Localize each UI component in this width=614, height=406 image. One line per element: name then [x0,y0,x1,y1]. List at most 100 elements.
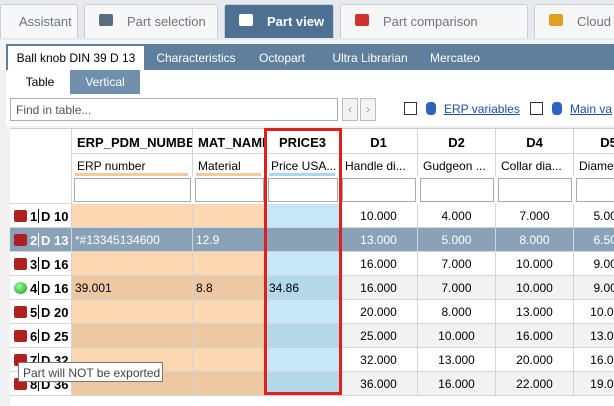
table-cell[interactable]: 10.000 [496,252,574,276]
table-cell[interactable]: 25.000 [340,324,418,348]
table-cell[interactable]: 16.000 [340,252,418,276]
table-cell[interactable] [72,324,193,348]
table-cell[interactable]: 5.000 [574,204,614,228]
table-cell[interactable]: 7.000 [418,252,496,276]
row-name: D 25 [41,329,69,344]
sub-tab[interactable]: Characteristics [148,46,244,70]
table-cell[interactable]: 9.000 [574,252,614,276]
table-cell[interactable]: 13.000 [496,300,574,324]
status-icon [14,258,27,270]
table-cell[interactable] [193,204,266,228]
column-header[interactable]: ERP_PDM_NUMBER [72,129,193,154]
view-tab[interactable]: Table [12,70,68,94]
table-cell[interactable] [72,300,193,324]
table-cell[interactable]: 8.000 [418,300,496,324]
filter-input[interactable] [576,178,614,202]
table-cell[interactable]: 10.000 [340,204,418,228]
nav-button[interactable]: ‹ [342,98,358,121]
option-link[interactable]: ERP variables [444,102,520,116]
row-name: D 10 [41,209,69,224]
table-cell[interactable] [193,348,266,372]
row-separator [38,209,39,223]
sub-tab[interactable]: Ball knob DIN 39 D 13 [8,46,144,70]
sub-tab[interactable]: Mercateo [420,46,490,70]
table-cell[interactable]: 13.000 [340,228,418,252]
table-cell[interactable] [266,300,340,324]
table-cell[interactable]: 4.000 [418,204,496,228]
table-cell[interactable]: 8.8 [193,276,266,300]
tab-label: Part comparison [383,14,478,29]
sub-tab[interactable]: Octopart [248,46,316,70]
table-cell[interactable] [193,372,266,396]
table-cell[interactable]: 6.500 [574,228,614,252]
table-cell[interactable]: 20.000 [496,348,574,372]
column-header[interactable]: D2 [418,129,496,154]
row-header[interactable] [10,204,72,228]
table-cell[interactable]: 36.000 [340,372,418,396]
table-cell[interactable]: 9.000 [574,276,614,300]
table-cell[interactable]: 20.000 [340,300,418,324]
table-cell[interactable]: 16.000 [340,276,418,300]
view-tab[interactable]: Vertical [70,70,140,94]
nav-button[interactable]: › [360,98,376,121]
table-cell[interactable] [266,204,340,228]
corner-cell [10,129,72,204]
row-index: 8 [30,377,38,392]
table-cell[interactable]: 19.000 [574,372,614,396]
row-separator [38,233,39,247]
table-cell[interactable]: 32.000 [340,348,418,372]
filter-input[interactable] [195,178,264,202]
table-cell[interactable]: 13.000 [574,324,614,348]
filter-input[interactable] [498,178,572,202]
table-cell[interactable]: 8.000 [496,228,574,252]
main-tab[interactable]: Part comparison [340,4,528,38]
table-cell[interactable]: 10.000 [574,300,614,324]
sub-tab[interactable]: Ultra Librarian [320,46,420,70]
table-cell[interactable] [266,252,340,276]
table-cell[interactable]: *#13345134600 [72,228,193,252]
sub-tab-label: Octopart [258,51,306,65]
filter-input[interactable] [342,178,416,202]
table-cell[interactable]: 39.001 [72,276,193,300]
filter-input[interactable] [420,178,494,202]
filter-input[interactable] [268,178,338,202]
main-tab[interactable]: Part selection [84,4,218,38]
column-description: Diamete [574,154,614,176]
checkbox[interactable] [530,102,543,115]
tooltip-text: Part will NOT be exported [23,366,161,380]
sub-tab-label: Mercateo [429,51,481,65]
row-separator [38,329,39,343]
status-icon [14,330,27,342]
checkbox[interactable] [404,102,417,115]
row-separator [38,257,39,271]
table-cell[interactable]: 13.000 [418,348,496,372]
table-cell[interactable]: 16.000 [574,348,614,372]
table-cell[interactable]: 7.000 [496,204,574,228]
column-header[interactable]: D1 [340,129,418,154]
search-input[interactable]: Find in table... [10,98,338,121]
table-cell[interactable]: 16.000 [418,372,496,396]
table-cell[interactable]: 22.000 [496,372,574,396]
table-cell[interactable]: 10.000 [496,276,574,300]
filter-input[interactable] [74,178,191,202]
main-tab[interactable]: Part view [224,4,334,38]
table-cell[interactable]: 12.9 [193,228,266,252]
table-cell[interactable]: 10.000 [418,324,496,348]
row-index: 4 [30,281,38,296]
column-header[interactable]: MAT_NAME [193,129,266,154]
table-cell[interactable]: 16.000 [496,324,574,348]
main-tab[interactable]: Assistant [0,4,78,38]
table-cell[interactable] [72,252,193,276]
table-cell[interactable] [193,252,266,276]
table-cell[interactable]: 5.000 [418,228,496,252]
column-header[interactable]: D4 [496,129,574,154]
main-tab[interactable]: Cloud [534,4,614,38]
table-cell[interactable] [266,348,340,372]
row-index: 2 [30,233,38,248]
option-link[interactable]: Main va [570,102,613,116]
table-cell[interactable]: 7.000 [418,276,496,300]
table-cell[interactable] [193,324,266,348]
table-cell[interactable] [193,300,266,324]
column-header[interactable]: D5 [574,129,614,154]
table-cell[interactable] [72,204,193,228]
